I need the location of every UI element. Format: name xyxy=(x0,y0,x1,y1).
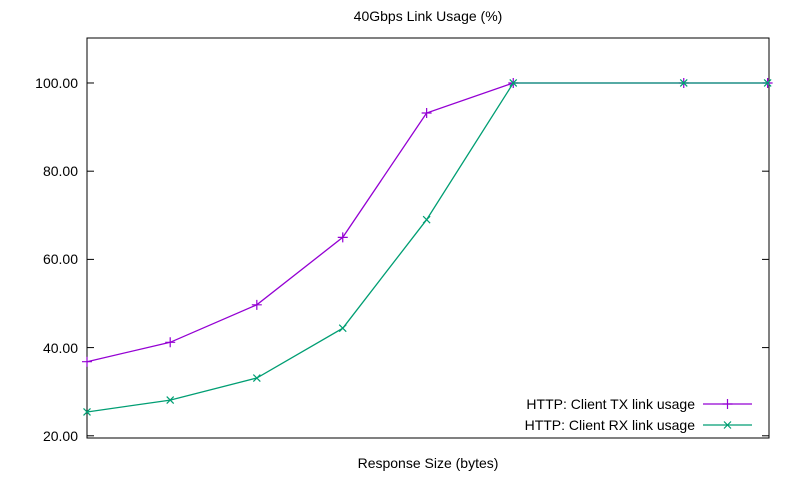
legend-sample-line-rx xyxy=(703,421,752,429)
plot-border xyxy=(86,37,770,439)
legend-item-rx: HTTP: Client RX link usage xyxy=(525,417,752,433)
series-marker-plus xyxy=(251,299,262,310)
series-marker-cross xyxy=(83,408,91,416)
y-tick-label: 60.00 xyxy=(42,251,78,268)
series-marker-plus xyxy=(722,399,733,409)
series-line xyxy=(86,82,768,363)
y-tick-label: 100.00 xyxy=(35,74,78,91)
y-tick-label: 80.00 xyxy=(42,163,78,180)
series-marker-plus xyxy=(421,107,432,118)
series-marker-plus xyxy=(82,356,92,367)
legend-label-tx: HTTP: Client TX link usage xyxy=(526,396,695,412)
series-line xyxy=(86,82,768,413)
series-marker-cross xyxy=(422,215,431,224)
legend-sample-line-tx xyxy=(703,399,752,409)
series-marker-cross xyxy=(723,421,732,429)
legend-label-rx: HTTP: Client RX link usage xyxy=(524,417,695,433)
legend: HTTP: Client TX link usage HTTP: Client … xyxy=(525,396,752,438)
series-marker-cross xyxy=(252,374,261,382)
series-marker-cross xyxy=(166,396,175,404)
chart-title: 40Gbps Link Usage (%) xyxy=(353,8,503,24)
series-marker-cross xyxy=(509,79,518,87)
y-tick-label: 40.00 xyxy=(42,339,78,356)
legend-item-tx: HTTP: Client TX link usage xyxy=(525,396,752,412)
series-marker-cross xyxy=(338,324,347,333)
series-marker-plus xyxy=(337,232,348,243)
series-marker-plus xyxy=(165,337,176,348)
x-axis-label: Response Size (bytes) xyxy=(357,455,499,471)
series-marker-cross xyxy=(763,79,772,87)
y-tick-label: 20.00 xyxy=(42,427,78,444)
series-marker-cross xyxy=(679,79,688,87)
